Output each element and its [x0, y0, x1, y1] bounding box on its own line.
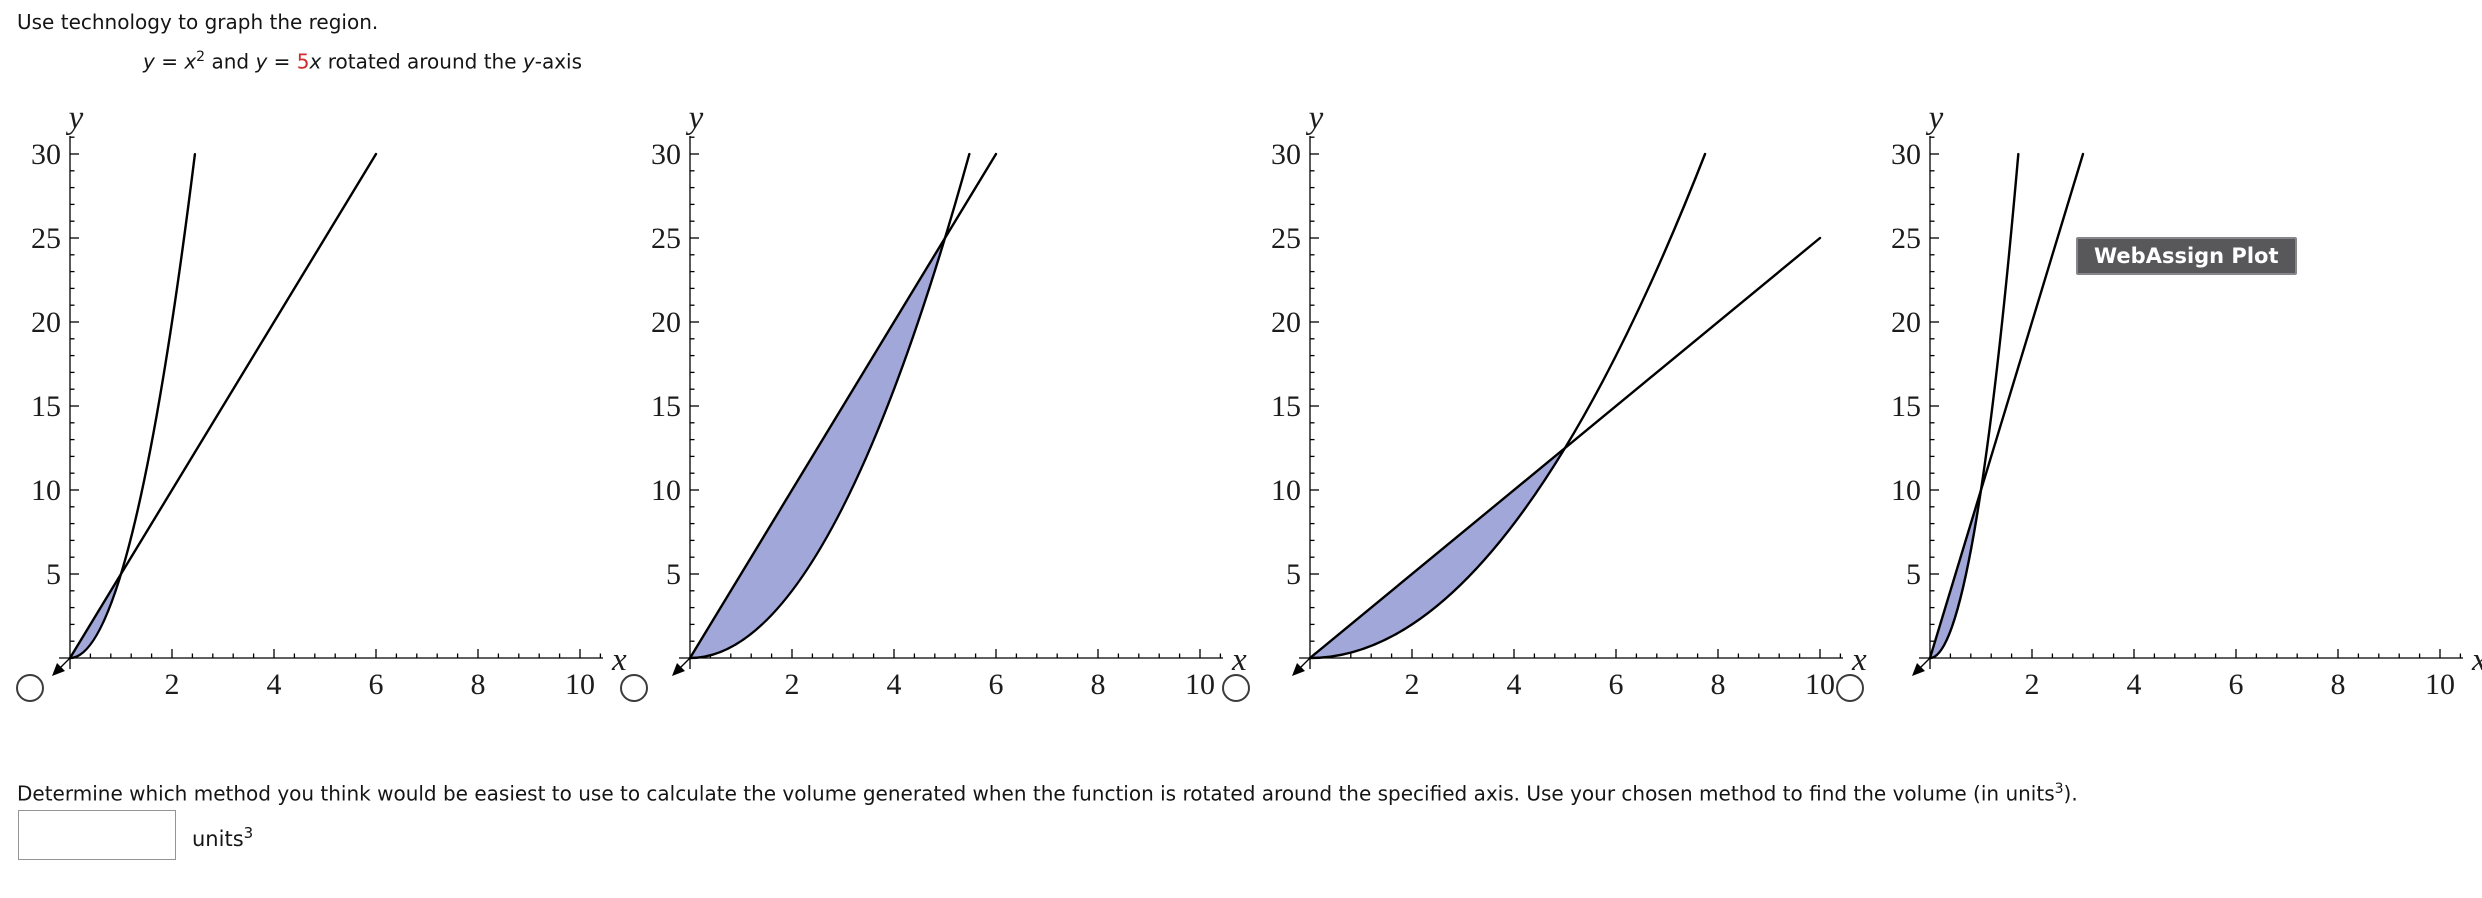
- equation-var-y2: y: [255, 49, 268, 74]
- radio-option-a[interactable]: [16, 674, 44, 702]
- plot-svg-b: 2 4 6 8 10 5 10 15 20 25 30 x y: [651, 100, 1247, 701]
- svg-text:25: 25: [651, 222, 681, 255]
- svg-text:y: y: [66, 100, 84, 136]
- radio-option-c[interactable]: [1222, 674, 1250, 702]
- svg-text:15: 15: [1271, 390, 1301, 423]
- svg-text:4: 4: [887, 668, 902, 701]
- svg-text:10: 10: [31, 474, 61, 507]
- equation-eq2: =: [267, 49, 297, 74]
- question-units-exponent: 3: [2054, 781, 2064, 797]
- svg-text:30: 30: [1271, 138, 1301, 171]
- svg-text:4: 4: [267, 668, 282, 701]
- svg-text:y: y: [1926, 100, 1944, 136]
- svg-text:20: 20: [1271, 306, 1301, 339]
- question-text: Determine which method you think would b…: [17, 781, 2078, 806]
- svg-text:y: y: [686, 100, 704, 136]
- svg-text:6: 6: [1609, 668, 1624, 701]
- units-exponent: 3: [243, 824, 254, 842]
- svg-text:8: 8: [1091, 668, 1106, 701]
- svg-text:20: 20: [1891, 306, 1921, 339]
- svg-text:y: y: [1306, 100, 1324, 136]
- plot-svg-d: 2 4 6 8 10 5 10 15 20 25 30 x y: [1891, 100, 2482, 701]
- svg-text:8: 8: [1711, 668, 1726, 701]
- equation-coefficient-5: 5: [296, 49, 310, 74]
- svg-text:4: 4: [1507, 668, 1522, 701]
- svg-text:20: 20: [31, 306, 61, 339]
- volume-answer-input[interactable]: [18, 810, 176, 860]
- equation-x2: x: [309, 49, 322, 74]
- svg-text:6: 6: [2229, 668, 2244, 701]
- svg-text:10: 10: [651, 474, 681, 507]
- plot-svg-a: 2 4 6 8 10 5 10 15 20 25 30 x y: [31, 100, 627, 701]
- equation-eq1: =: [154, 49, 185, 74]
- svg-text:15: 15: [651, 390, 681, 423]
- svg-text:5: 5: [46, 558, 61, 591]
- svg-text:10: 10: [2425, 668, 2455, 701]
- svg-text:6: 6: [989, 668, 1004, 701]
- svg-text:10: 10: [565, 668, 595, 701]
- svg-text:x: x: [1231, 642, 1247, 678]
- svg-text:15: 15: [1891, 390, 1921, 423]
- svg-text:20: 20: [651, 306, 681, 339]
- svg-text:2: 2: [2025, 668, 2040, 701]
- question-close: ).: [2063, 781, 2078, 806]
- webassign-plot-badge: WebAssign Plot: [2076, 237, 2297, 275]
- equation: y = x2 and y = 5x rotated around the y-a…: [143, 49, 582, 74]
- svg-text:30: 30: [31, 138, 61, 171]
- svg-text:30: 30: [1891, 138, 1921, 171]
- svg-text:x: x: [611, 642, 627, 678]
- svg-text:2: 2: [785, 668, 800, 701]
- svg-text:x: x: [1851, 642, 1867, 678]
- plot-option-b: 2 4 6 8 10 5 10 15 20 25 30 x y: [620, 80, 1247, 740]
- radio-option-b[interactable]: [620, 674, 648, 702]
- svg-text:8: 8: [2331, 668, 2346, 701]
- svg-text:25: 25: [31, 222, 61, 255]
- svg-text:10: 10: [1891, 474, 1921, 507]
- svg-text:2: 2: [1405, 668, 1420, 701]
- equation-x-base: x: [184, 49, 197, 74]
- svg-text:4: 4: [2127, 668, 2142, 701]
- svg-text:25: 25: [1891, 222, 1921, 255]
- page-title: Use technology to graph the region.: [17, 10, 379, 34]
- plot-option-c: 2 4 6 8 10 5 10 15 20 25 30 x y: [1240, 80, 1867, 740]
- svg-text:25: 25: [1271, 222, 1301, 255]
- equation-rotated-text: rotated around the: [321, 49, 523, 74]
- plot-svg-c: 2 4 6 8 10 5 10 15 20 25 30 x y: [1271, 100, 1867, 701]
- svg-text:5: 5: [1286, 558, 1301, 591]
- radio-option-d[interactable]: [1836, 674, 1864, 702]
- plot-option-d: 2 4 6 8 10 5 10 15 20 25 30 x y: [1860, 80, 2482, 740]
- svg-text:10: 10: [1271, 474, 1301, 507]
- svg-text:15: 15: [31, 390, 61, 423]
- svg-text:5: 5: [1906, 558, 1921, 591]
- svg-text:x: x: [2471, 642, 2482, 678]
- plot-option-a: 2 4 6 8 10 5 10 15 20 25 30 x y: [0, 80, 627, 740]
- units-label: units3: [192, 824, 253, 851]
- equation-axis-var: y: [522, 49, 535, 74]
- svg-text:10: 10: [1185, 668, 1215, 701]
- equation-axis-suffix: -axis: [534, 49, 583, 74]
- equation-x-exponent: 2: [196, 49, 206, 65]
- svg-text:30: 30: [651, 138, 681, 171]
- equation-var-y1: y: [143, 49, 155, 74]
- question-main: Determine which method you think would b…: [17, 781, 2055, 806]
- equation-and: and: [205, 49, 256, 74]
- svg-text:6: 6: [369, 668, 384, 701]
- svg-text:2: 2: [165, 668, 180, 701]
- svg-text:8: 8: [471, 668, 486, 701]
- svg-text:10: 10: [1805, 668, 1835, 701]
- units-base: units: [192, 827, 244, 851]
- svg-text:5: 5: [666, 558, 681, 591]
